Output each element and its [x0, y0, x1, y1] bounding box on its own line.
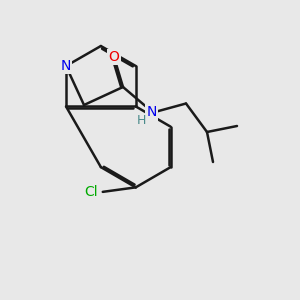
Text: N: N — [61, 59, 71, 73]
Text: Cl: Cl — [85, 185, 98, 199]
Text: O: O — [109, 50, 119, 64]
Text: H: H — [137, 114, 146, 128]
Text: N: N — [146, 106, 157, 119]
